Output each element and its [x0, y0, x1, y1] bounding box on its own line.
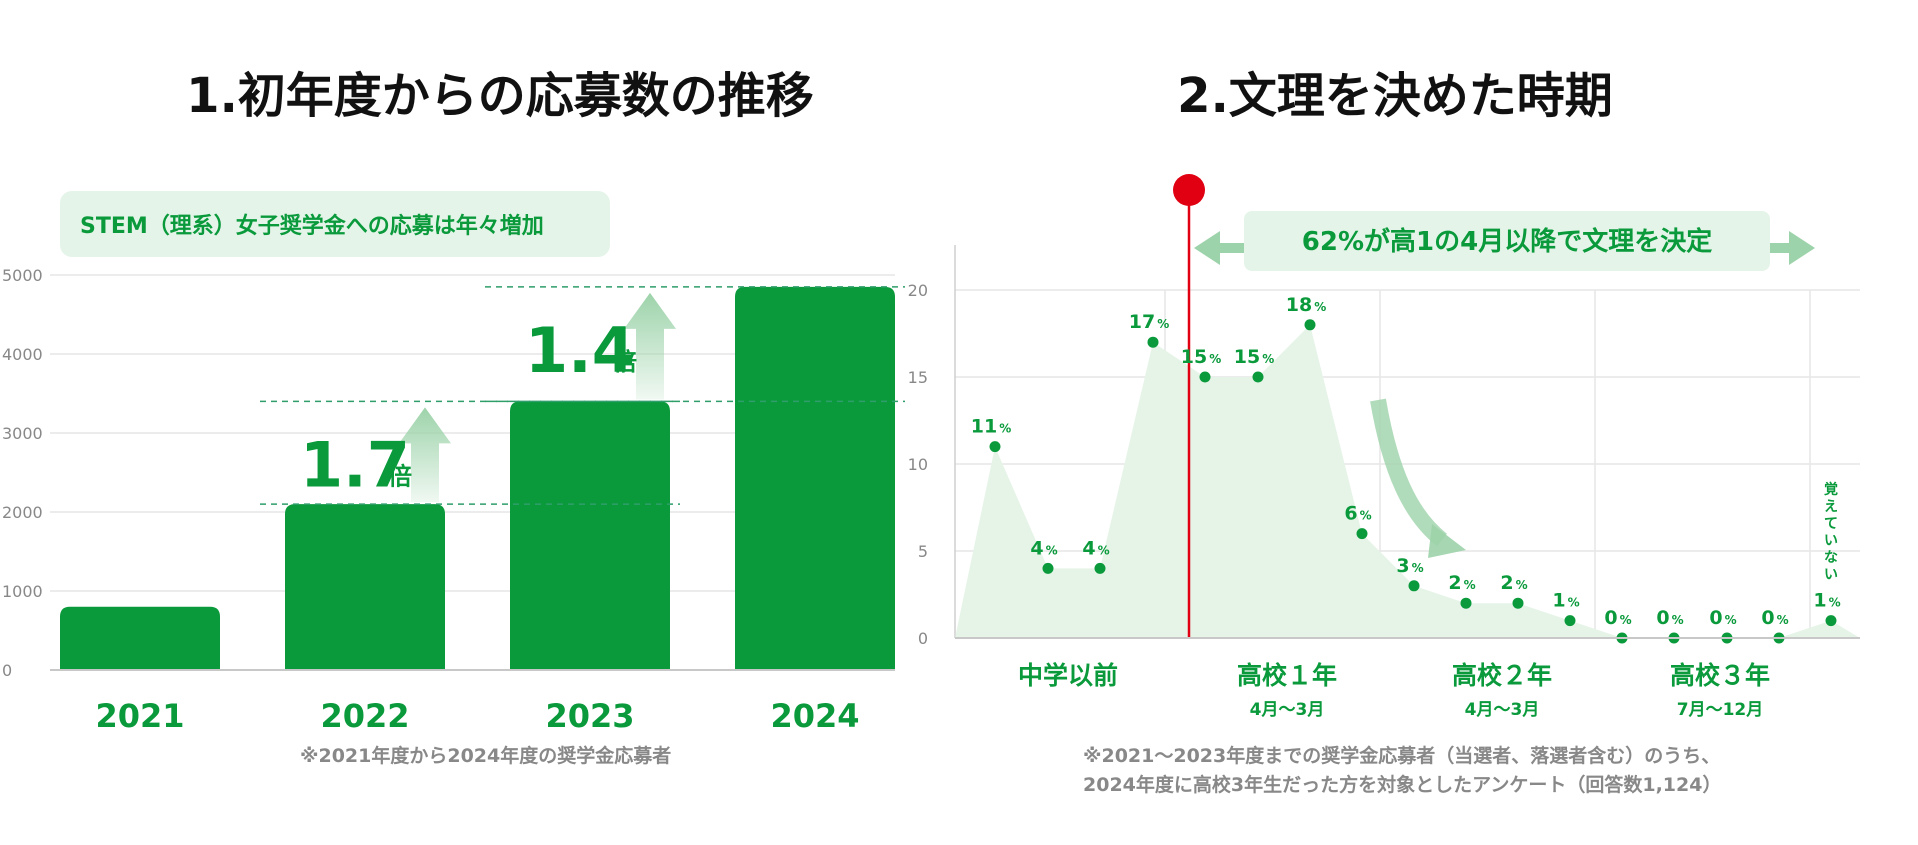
- right-y-tick-label: 15: [908, 368, 928, 387]
- start-marker: [1173, 174, 1205, 638]
- data-point: [1564, 615, 1576, 627]
- point-value-label: 2%: [1448, 572, 1475, 594]
- callout-pill: [1244, 211, 1770, 271]
- group-label: 中学以前: [1018, 661, 1118, 690]
- point-value-label: 0%: [1656, 607, 1683, 629]
- right-chart-title: 2.文理を決めた時期: [1177, 68, 1613, 124]
- x-label-2024: 2024: [770, 697, 859, 735]
- right-y-tick-label: 5: [918, 542, 928, 561]
- left-y-tick-label: 5000: [2, 266, 43, 285]
- data-point: [1512, 597, 1524, 609]
- dont-remember-label: 覚えていない: [1824, 481, 1838, 583]
- left-bars: [60, 286, 895, 670]
- right-note-line-2: 2024年度に高校3年生だった方を対象としたアンケート（回答数1,124）: [1083, 773, 1721, 796]
- up-arrow-icon: [624, 292, 676, 400]
- bar-2023: [510, 401, 670, 670]
- point-value-label: 17%: [1129, 311, 1169, 333]
- group-label: 高校３年: [1670, 661, 1770, 690]
- left-x-labels: 2021 2022 2023 2024: [95, 697, 859, 735]
- point-value-label: 15%: [1181, 346, 1221, 368]
- left-y-tick-label: 4000: [2, 345, 43, 364]
- left-chart-note: ※2021年度から2024年度の奨学金応募者: [300, 744, 671, 767]
- group-sub-label: 4月〜3月: [1465, 700, 1540, 720]
- point-value-label: 2%: [1500, 572, 1527, 594]
- left-y-tick-label: 3000: [2, 424, 43, 443]
- point-value-label: 0%: [1761, 607, 1788, 629]
- x-label-2021: 2021: [95, 697, 184, 735]
- data-point: [1199, 371, 1211, 383]
- data-point: [1356, 528, 1368, 540]
- point-value-label: 4%: [1082, 537, 1109, 559]
- right-note-line-1: ※2021〜2023年度までの奨学金応募者（当選者、落選者含む）のうち、: [1083, 744, 1720, 767]
- point-value-label: 15%: [1234, 346, 1274, 368]
- right-chart: 2.文理を決めた時期 0 5 10 15 20 62%が高1の4月以降で文理を決定 11…: [908, 68, 1860, 796]
- left-chart-title: 1.初年度からの応募数の推移: [186, 68, 814, 124]
- point-value-label: 18%: [1286, 294, 1326, 316]
- point-value-label: 6%: [1344, 503, 1371, 525]
- left-y-tick-label: 1000: [2, 582, 43, 601]
- point-value-label: 4%: [1030, 537, 1057, 559]
- data-point: [1042, 562, 1054, 574]
- group-sub-label: 4月〜3月: [1250, 700, 1325, 720]
- data-point: [1304, 319, 1316, 331]
- right-y-tick-label: 10: [908, 455, 928, 474]
- group-label: 高校２年: [1452, 661, 1552, 690]
- left-ratio-annotations: 1.7倍1.4倍: [260, 286, 905, 505]
- bar-2021: [60, 606, 220, 670]
- left-y-tick-label: 0: [2, 661, 12, 680]
- up-arrow-icon: [399, 407, 451, 503]
- point-value-label: 0%: [1709, 607, 1736, 629]
- point-value-label: 3%: [1396, 555, 1423, 577]
- arrow-left-icon: [1194, 231, 1220, 265]
- group-sub-label: 7月〜12月: [1677, 700, 1764, 720]
- point-value-label: 0%: [1604, 607, 1631, 629]
- data-point: [1460, 597, 1472, 609]
- data-point: [989, 441, 1001, 453]
- right-y-tick-label: 20: [908, 281, 928, 300]
- ratio-value: 1.4: [525, 314, 635, 387]
- ratio-value: 1.7: [300, 428, 410, 501]
- point-value-label: 1%: [1552, 590, 1579, 612]
- ratio-unit: 倍: [388, 462, 412, 490]
- bar-2024: [735, 286, 895, 670]
- bar-2022: [285, 504, 445, 670]
- point-value-label: 11%: [971, 416, 1011, 438]
- group-label: 高校１年: [1237, 661, 1337, 690]
- left-subtitle-pill: [60, 191, 610, 257]
- left-y-ticks: 0 1000 2000 3000 4000 5000: [2, 266, 43, 680]
- data-point: [1825, 615, 1837, 627]
- callout-text: 62%が高1の4月以降で文理を決定: [1302, 226, 1712, 257]
- trend-arrow-icon: [1370, 398, 1466, 558]
- left-chart-subtitle: STEM（理系）女子奨学金への応募は年々増加: [80, 213, 544, 239]
- left-chart: 1.初年度からの応募数の推移 0 1000 2000 3000 4000 5000 STE…: [2, 68, 905, 767]
- right-point-labels: 11 % 4% 4 % 17 % 15% 15 % 18 % 6 % 3 % 2% 2 % 1 % 0% 0% 0% 0 % 1%: [971, 294, 1841, 629]
- x-label-2023: 2023: [545, 697, 634, 735]
- right-area-fill: [955, 324, 1860, 638]
- data-point: [1408, 580, 1420, 592]
- data-point: [1094, 562, 1106, 574]
- data-point: [1147, 336, 1159, 348]
- left-y-tick-label: 2000: [2, 503, 43, 522]
- arrow-right-icon: [1789, 231, 1815, 265]
- data-point: [1252, 371, 1264, 383]
- x-label-2022: 2022: [320, 697, 409, 735]
- start-marker-dot: [1173, 174, 1205, 206]
- right-group-labels: 中学以前 高校１年 4月〜3月 高校２年 4月〜3月 高校３年 7月〜12月: [1018, 661, 1770, 720]
- ratio-unit: 倍: [613, 348, 637, 376]
- right-y-tick-label: 0: [918, 629, 928, 648]
- point-value-label: 1%: [1813, 590, 1840, 612]
- right-y-ticks: 0 5 10 15 20: [908, 281, 928, 648]
